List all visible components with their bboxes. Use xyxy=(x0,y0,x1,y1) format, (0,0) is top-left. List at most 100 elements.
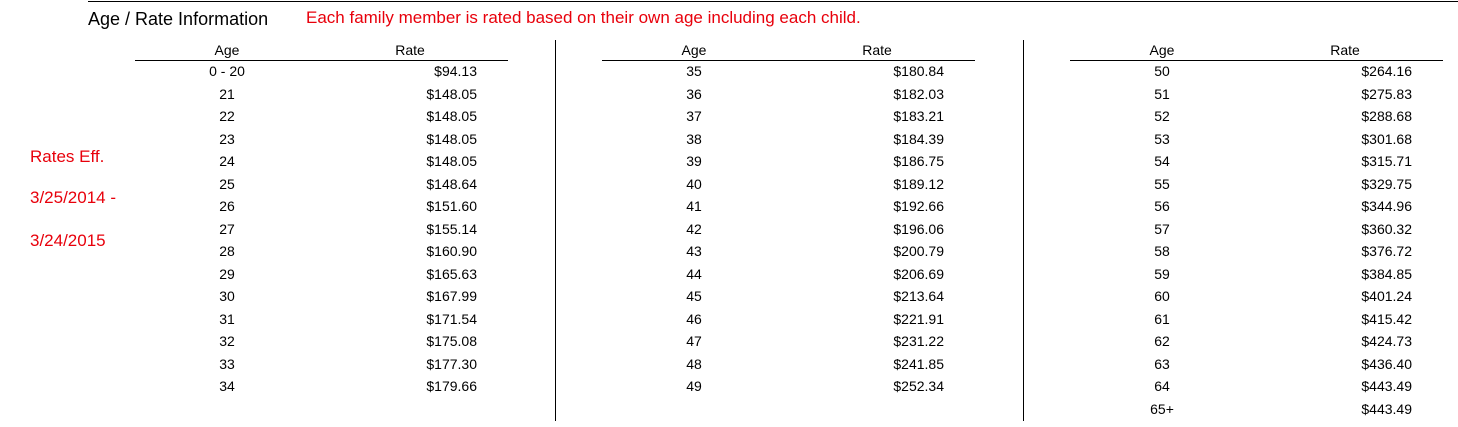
rate-cell: $443.49 xyxy=(1361,378,1412,394)
age-cell: 48 xyxy=(686,355,702,372)
rates-effective-label: Rates Eff. xyxy=(30,147,105,166)
rate-cell: $415.42 xyxy=(1361,310,1412,327)
table-row: 57 $360.32 xyxy=(1070,219,1443,242)
rate-cell: $183.21 xyxy=(893,108,944,124)
table-row: 49 $252.34 xyxy=(602,376,975,399)
table-row: 26 $151.60 xyxy=(135,196,508,219)
rate-cell: $192.66 xyxy=(893,198,944,214)
table-row: 43 $200.79 xyxy=(602,241,975,264)
age-cell: 35 xyxy=(686,63,702,79)
table-row: 48 $241.85 xyxy=(602,354,975,377)
age-cell: 31 xyxy=(219,310,235,327)
rate-table-column-2: Age Rate 35 $180.84 36 $182.03 37 $183.21 38 $1… xyxy=(602,40,975,399)
rate-cell: $177.30 xyxy=(426,355,477,372)
rate-rows: 35 $180.84 36 $182.03 37 $183.21 38 $184.39 39 $1… xyxy=(602,61,975,399)
table-row: 44 $206.69 xyxy=(602,264,975,287)
age-cell: 34 xyxy=(219,378,235,394)
age-cell: 21 xyxy=(219,85,235,102)
rate-cell: $384.85 xyxy=(1361,265,1412,282)
table-row: 58 $376.72 xyxy=(1070,241,1443,264)
rate-cell: $301.68 xyxy=(1361,130,1412,147)
table-row: 47 $231.22 xyxy=(602,331,975,354)
age-cell: 28 xyxy=(219,243,235,259)
table-row: 54 $315.71 xyxy=(1070,151,1443,174)
age-cell: 55 xyxy=(1154,175,1170,192)
age-cell: 23 xyxy=(219,130,235,147)
rate-cell: $189.12 xyxy=(893,175,944,192)
rate-table-column-3: Age Rate 50 $264.16 51 $275.83 52 $288.68 53 $3… xyxy=(1070,40,1443,421)
age-cell: 43 xyxy=(686,243,702,259)
rate-cell: $184.39 xyxy=(893,130,944,147)
rate-cell: $160.90 xyxy=(426,243,477,259)
age-cell: 26 xyxy=(219,198,235,214)
table-row: 0 - 20 $94.13 xyxy=(135,61,508,84)
table-row: 39 $186.75 xyxy=(602,151,975,174)
table-row: 60 $401.24 xyxy=(1070,286,1443,309)
table-row: 42 $196.06 xyxy=(602,219,975,242)
age-cell: 58 xyxy=(1154,243,1170,259)
rate-cell: $264.16 xyxy=(1361,63,1412,79)
age-cell: 0 - 20 xyxy=(209,63,245,79)
column-header-row: Age Rate xyxy=(1070,40,1443,61)
age-cell: 25 xyxy=(219,175,235,192)
table-row: 50 $264.16 xyxy=(1070,61,1443,84)
age-cell: 46 xyxy=(686,310,702,327)
age-cell: 45 xyxy=(686,288,702,304)
table-row: 51 $275.83 xyxy=(1070,84,1443,107)
age-cell: 40 xyxy=(686,175,702,192)
rate-cell: $179.66 xyxy=(426,378,477,394)
rating-notice: Each family member is rated based on the… xyxy=(306,8,861,27)
table-row: 30 $167.99 xyxy=(135,286,508,309)
age-cell: 24 xyxy=(219,153,235,169)
rate-table-column-1: Age Rate 0 - 20 $94.13 21 $148.05 22 $148.05 2… xyxy=(135,40,508,399)
table-row: 27 $155.14 xyxy=(135,219,508,242)
table-row: 41 $192.66 xyxy=(602,196,975,219)
age-cell: 51 xyxy=(1154,85,1170,102)
age-cell: 59 xyxy=(1154,265,1170,282)
table-row: 53 $301.68 xyxy=(1070,129,1443,152)
table-row: 56 $344.96 xyxy=(1070,196,1443,219)
rate-cell: $424.73 xyxy=(1361,333,1412,349)
rate-cell: $148.05 xyxy=(426,108,477,124)
rate-cell: $231.22 xyxy=(893,333,944,349)
rate-cell: $288.68 xyxy=(1361,108,1412,124)
age-column-header: Age xyxy=(1149,42,1175,58)
table-row: 21 $148.05 xyxy=(135,84,508,107)
rate-cell: $148.05 xyxy=(426,130,477,147)
rate-cell: $401.24 xyxy=(1361,288,1412,304)
rate-cell: $182.03 xyxy=(893,85,944,102)
age-cell: 30 xyxy=(219,288,235,304)
age-cell: 38 xyxy=(686,130,702,147)
rate-cell: $148.64 xyxy=(426,175,477,192)
table-row: 22 $148.05 xyxy=(135,106,508,129)
rate-cell: $171.54 xyxy=(426,310,477,327)
table-row: 31 $171.54 xyxy=(135,309,508,332)
table-row: 62 $424.73 xyxy=(1070,331,1443,354)
rate-cell: $167.99 xyxy=(426,288,477,304)
age-cell: 29 xyxy=(219,265,235,282)
rate-cell: $376.72 xyxy=(1361,243,1412,259)
rate-cell: $443.49 xyxy=(1361,400,1412,417)
table-row: 52 $288.68 xyxy=(1070,106,1443,129)
table-row: 29 $165.63 xyxy=(135,264,508,287)
age-cell: 56 xyxy=(1154,198,1170,214)
rate-column-header: Rate xyxy=(862,42,892,58)
age-column-header: Age xyxy=(214,42,240,58)
rate-cell: $200.79 xyxy=(893,243,944,259)
table-row: 35 $180.84 xyxy=(602,61,975,84)
table-row: 46 $221.91 xyxy=(602,309,975,332)
column-header-row: Age Rate xyxy=(602,40,975,61)
table-row: 65+ $443.49 xyxy=(1070,399,1443,422)
age-cell: 32 xyxy=(219,333,235,349)
rates-effective-start: 3/25/2014 - xyxy=(30,188,117,207)
age-cell: 39 xyxy=(686,153,702,169)
rate-cell: $315.71 xyxy=(1361,153,1412,169)
age-cell: 36 xyxy=(686,85,702,102)
rate-column-header: Rate xyxy=(1330,42,1360,58)
table-row: 23 $148.05 xyxy=(135,129,508,152)
rate-cell: $252.34 xyxy=(893,378,944,394)
age-cell: 63 xyxy=(1154,355,1170,372)
table-row: 38 $184.39 xyxy=(602,129,975,152)
table-row: 34 $179.66 xyxy=(135,376,508,399)
age-cell: 22 xyxy=(219,108,235,124)
